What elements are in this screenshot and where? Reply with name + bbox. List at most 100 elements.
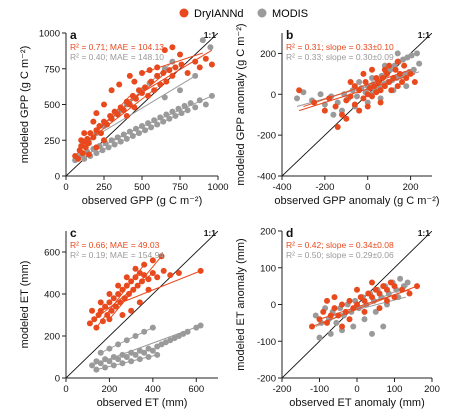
data-point [377, 99, 384, 106]
fit-line [91, 325, 201, 366]
data-point [361, 308, 368, 315]
data-point [128, 307, 135, 314]
data-point [376, 290, 383, 297]
data-point [333, 319, 340, 326]
data-point [161, 47, 168, 54]
fit-line [80, 86, 158, 147]
data-point [89, 307, 96, 314]
stats-dryiannd: R² = 0.31; slope = 0.33±0.10 [286, 42, 394, 52]
fit-line [141, 52, 203, 74]
data-point [351, 83, 358, 90]
fit-line [319, 296, 406, 320]
x-tick-label: 200 [101, 384, 117, 395]
data-point [381, 83, 388, 90]
data-point [339, 323, 345, 330]
fit-line [96, 66, 173, 131]
data-point [392, 66, 399, 73]
legend-marker-dryiannd [179, 8, 189, 18]
data-point [351, 101, 358, 108]
data-point [391, 283, 398, 290]
data-point [157, 81, 164, 88]
y-tick-label: 600 [44, 248, 60, 259]
data-point [369, 294, 375, 301]
stats-dryiannd: R² = 0.66; MAE = 49.03 [70, 240, 160, 250]
data-point [356, 107, 363, 114]
data-point [369, 93, 375, 100]
y-tick-label: 0 [271, 90, 276, 101]
fit-line [89, 272, 154, 324]
data-point [411, 79, 418, 86]
data-point [294, 95, 300, 102]
x-tick-label: 500 [134, 182, 150, 193]
y-tick-label: 0 [55, 172, 60, 183]
data-point [339, 301, 345, 308]
data-point [388, 87, 395, 94]
data-point [339, 111, 345, 118]
series-dryiannd [86, 253, 204, 331]
x-tick-label: 1000 [207, 182, 228, 193]
data-point [115, 282, 122, 289]
x-tick-label: -200 [272, 384, 291, 395]
data-point [202, 55, 209, 62]
data-point [369, 330, 375, 337]
fit-line [96, 109, 188, 154]
data-point [141, 272, 148, 279]
data-point [321, 107, 328, 114]
data-point [149, 347, 156, 354]
data-point [343, 115, 350, 122]
data-point [106, 299, 113, 306]
data-point [163, 111, 170, 118]
data-point [126, 72, 133, 79]
data-point [79, 150, 86, 157]
panel-b: -400 -200 0 200 -400 -200 0 200 b 1:1 R² = 0.31; s… [235, 23, 440, 207]
data-point [126, 101, 133, 108]
x-tick-label: 200 [424, 384, 440, 395]
panel-label: b [286, 28, 293, 42]
data-point [416, 60, 423, 67]
data-point [101, 101, 107, 108]
data-point [177, 87, 183, 94]
y-tick-label: 250 [44, 136, 60, 147]
data-point [157, 114, 164, 121]
one-to-one-label: 1:1 [418, 30, 431, 40]
data-point [141, 349, 148, 356]
x-tick-label: 400 [145, 384, 161, 395]
data-point [394, 50, 401, 57]
data-point [123, 274, 130, 281]
data-point [115, 291, 122, 297]
data-point [350, 323, 357, 330]
data-point [365, 290, 372, 297]
data-point [131, 78, 138, 85]
data-point [123, 282, 130, 289]
data-point [406, 290, 413, 297]
data-point [160, 70, 167, 77]
data-point [175, 270, 182, 276]
data-point [101, 137, 107, 144]
data-point [357, 294, 364, 301]
data-point [90, 118, 97, 125]
y-tick-label: 200 [260, 49, 276, 60]
legend: DryIANNd MODIS [179, 8, 308, 20]
data-point [404, 279, 411, 286]
data-point [362, 79, 369, 86]
data-point [372, 286, 379, 293]
data-point [296, 87, 303, 94]
data-point [115, 356, 122, 363]
data-point [136, 299, 143, 306]
y-tick-label: -400 [257, 172, 276, 183]
data-point [149, 257, 156, 264]
fit-line [96, 264, 145, 328]
data-point [317, 91, 324, 98]
data-point [145, 92, 152, 99]
x-tick-label: 100 [387, 384, 403, 395]
data-point [399, 79, 405, 86]
fit-line [315, 285, 408, 328]
data-point [320, 308, 327, 315]
data-point [199, 37, 206, 44]
data-point [75, 155, 82, 162]
data-point [184, 70, 191, 77]
x-tick-label: -200 [315, 182, 334, 193]
data-point [192, 58, 199, 65]
data-point [380, 283, 387, 290]
